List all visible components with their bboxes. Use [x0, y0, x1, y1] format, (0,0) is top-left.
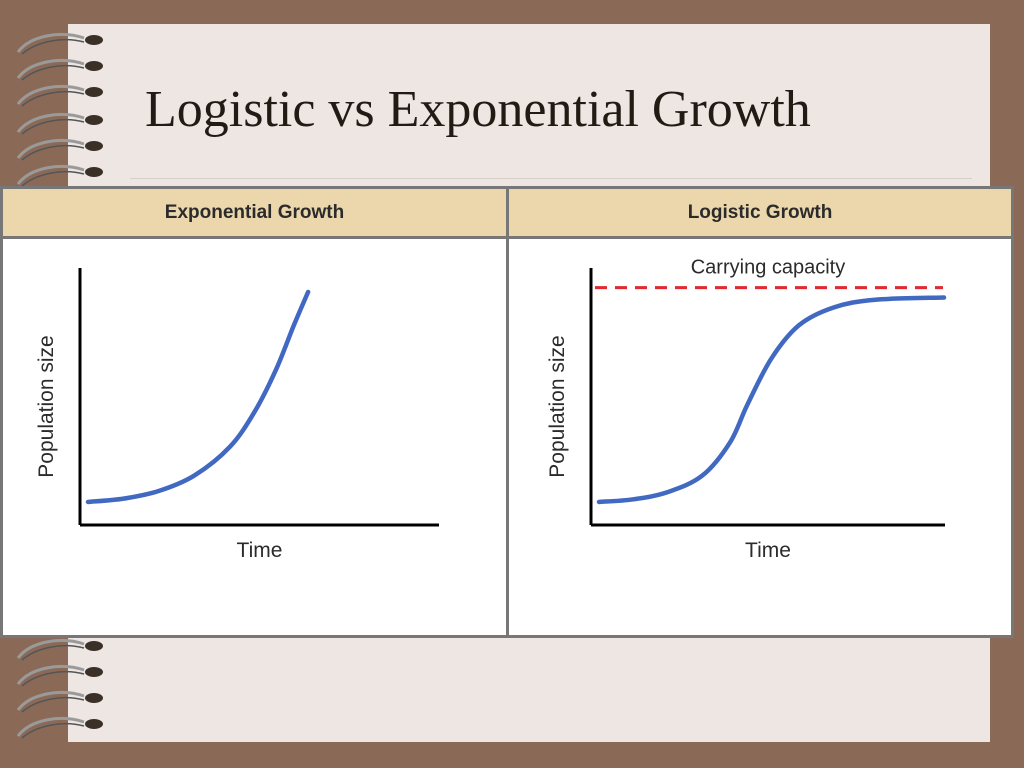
slide-title: Logistic vs Exponential Growth	[145, 81, 811, 138]
population-curve	[85, 289, 311, 505]
ring-wire-shadow	[21, 38, 85, 55]
ring-wire-shadow	[21, 722, 85, 739]
exponential-growth-panel: Exponential Growth Time Population size	[3, 189, 509, 635]
growth-comparison-figure: Exponential Growth Time Population size L…	[0, 186, 1014, 638]
y-axis-label: Population size	[546, 335, 569, 477]
ring-wire	[16, 717, 85, 737]
binding-ring	[16, 113, 103, 135]
x-axis-label: Time	[237, 539, 283, 562]
ring-hole	[85, 87, 103, 97]
binding-ring	[16, 33, 103, 55]
ring-hole	[85, 641, 103, 651]
logistic-growth-panel: Logistic Growth Carrying capacity Time Pop…	[509, 189, 1011, 635]
ring-wire-shadow	[21, 64, 85, 81]
ring-wire	[16, 85, 85, 105]
ring-wire	[16, 59, 85, 79]
ring-wire	[16, 691, 85, 711]
ring-hole	[85, 141, 103, 151]
x-axis-label: Time	[745, 539, 791, 562]
binding-ring	[16, 639, 103, 661]
ring-wire	[16, 665, 85, 685]
ring-wire-shadow	[21, 144, 85, 161]
binding-ring	[16, 665, 103, 687]
ring-hole	[85, 35, 103, 45]
binding-ring	[16, 139, 103, 161]
ring-wire-shadow	[21, 90, 85, 107]
exponential-growth-chart: Time Population size	[35, 268, 439, 562]
ring-wire	[16, 113, 85, 133]
ring-wire	[16, 165, 85, 185]
ring-wire-shadow	[21, 170, 85, 187]
ring-wire	[16, 33, 85, 53]
spiral-binding	[16, 33, 103, 739]
carrying-capacity-label: Carrying capacity	[691, 257, 846, 279]
ring-wire-shadow	[21, 670, 85, 687]
ring-wire	[16, 139, 85, 159]
ring-hole	[85, 667, 103, 677]
binding-ring	[16, 691, 103, 713]
binding-ring	[16, 85, 103, 107]
ring-wire	[16, 639, 85, 659]
ring-wire-shadow	[21, 644, 85, 661]
y-axis-label: Population size	[35, 335, 58, 477]
ring-hole	[85, 693, 103, 703]
binding-ring	[16, 717, 103, 739]
binding-ring	[16, 165, 103, 187]
logistic-growth-chart: Carrying capacity Time Population size	[546, 257, 947, 562]
ring-hole	[85, 61, 103, 71]
binding-ring	[16, 59, 103, 81]
exponential-panel-header: Exponential Growth	[3, 189, 506, 239]
population-curve	[596, 295, 947, 505]
ring-hole	[85, 167, 103, 177]
title-divider	[130, 178, 972, 179]
ring-hole	[85, 115, 103, 125]
ring-wire-shadow	[21, 696, 85, 713]
logistic-panel-header: Logistic Growth	[509, 189, 1011, 239]
ring-wire-shadow	[21, 118, 85, 135]
ring-hole	[85, 719, 103, 729]
